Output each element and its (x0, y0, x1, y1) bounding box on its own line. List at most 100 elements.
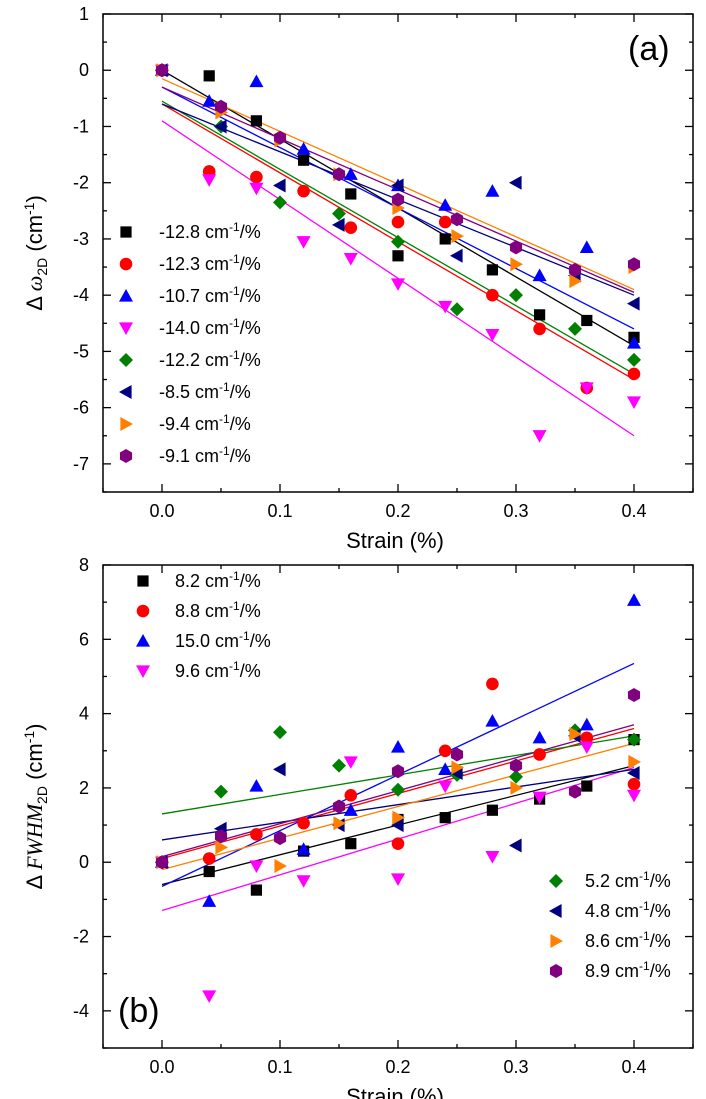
data-point (391, 278, 405, 291)
legend-marker (119, 257, 133, 271)
data-point (438, 198, 453, 211)
data-point (532, 730, 547, 744)
data-point (296, 141, 311, 155)
legend-bottom: 5.2 cm-1/% 4.8 cm-1/% 8.6 cm-1/% 8.9 cm-1/% (549, 869, 671, 981)
data-point (568, 321, 582, 336)
data-point (486, 264, 498, 276)
data-point (532, 430, 547, 443)
data-point (627, 396, 641, 410)
x-tick-label: 0.4 (621, 1057, 646, 1077)
legend-marker (119, 449, 133, 463)
data-point (273, 178, 286, 193)
legend-label: -9.4 cm-1/% (159, 412, 251, 434)
x-tick-label: 0.2 (385, 501, 410, 521)
data-point (532, 791, 547, 805)
data-point (297, 816, 310, 830)
data-point (391, 873, 405, 886)
series-3-points (155, 593, 641, 907)
series-1-points (156, 64, 640, 343)
x-tick-label: 0.1 (267, 1057, 292, 1077)
panel-label: (a) (628, 30, 670, 68)
x-tick-label: 0.0 (149, 501, 174, 521)
y-tick-label: -3 (73, 229, 89, 249)
data-point (214, 99, 228, 114)
y-tick-label: 6 (79, 629, 89, 649)
data-point (273, 831, 287, 846)
x-tick-label: 0.3 (503, 1057, 528, 1077)
data-point (450, 248, 463, 263)
legend-marker (136, 604, 150, 618)
data-point (391, 818, 404, 833)
data-point (155, 63, 169, 78)
data-point (627, 367, 641, 381)
data-point (203, 865, 215, 878)
legend-label: 8.9 cm-1/% (585, 959, 671, 981)
data-point (579, 382, 594, 395)
data-point (273, 130, 287, 145)
data-point (569, 274, 582, 289)
series-8-points (155, 688, 641, 870)
data-point (509, 838, 522, 853)
x-tick-label: 0.4 (621, 501, 646, 521)
data-point (450, 302, 464, 317)
legend-marker (136, 665, 150, 678)
y-tick-label: -4 (73, 1001, 89, 1021)
y-axis-title: Δ FWHM2D (cm-1) (21, 723, 50, 889)
data-point (450, 212, 464, 227)
data-point (509, 758, 523, 773)
data-point (439, 812, 451, 824)
data-point (391, 215, 405, 229)
legend-marker (119, 353, 133, 367)
x-tick-label: 0.2 (385, 1057, 410, 1077)
data-point (627, 688, 641, 703)
data-point (274, 858, 287, 873)
data-point (485, 184, 500, 197)
data-point (333, 816, 346, 831)
data-point (215, 840, 228, 855)
data-point (485, 714, 500, 727)
data-point (627, 257, 641, 272)
data-point (510, 257, 523, 272)
data-point (568, 784, 582, 799)
data-point (332, 758, 346, 773)
data-point (296, 842, 311, 855)
data-point (627, 766, 640, 781)
legend-label: -14.0 cm-1/% (159, 316, 261, 338)
data-point (628, 754, 641, 769)
data-point (343, 253, 358, 266)
x-axis-title: Strain (%) (346, 528, 444, 553)
legend-label: -10.7 cm-1/% (159, 284, 261, 306)
chart-panel-b: 0.0 0.1 0.2 0.3 0.4 -4 -2 0 2 4 6 8 Strain (%) Δ FWHM… (21, 555, 694, 1099)
data-point (627, 777, 641, 791)
data-point (627, 593, 641, 606)
legend-label: -8.5 cm-1/% (159, 380, 251, 402)
data-point (391, 740, 405, 753)
data-point (485, 851, 500, 864)
y-tick-label: 0 (79, 60, 89, 80)
data-point (450, 747, 464, 762)
legend-label: 8.2 cm-1/% (175, 569, 261, 591)
data-point (580, 731, 594, 745)
data-point (451, 760, 464, 775)
legend-marker (119, 385, 132, 399)
data-point (155, 855, 169, 870)
legend-label: 9.6 cm-1/% (175, 659, 261, 681)
y-axis-title: Δ ω2D (cm-1) (21, 195, 50, 311)
legend-marker (549, 874, 563, 888)
data-point (345, 838, 357, 850)
legend-label: 8.6 cm-1/% (585, 929, 671, 951)
y-tick-label: 0 (79, 852, 89, 872)
y-tick-label: 2 (79, 778, 89, 798)
data-point (250, 828, 263, 841)
data-point (627, 789, 641, 803)
y-tick-label: 4 (79, 704, 89, 724)
data-point (532, 268, 547, 282)
data-point (343, 167, 358, 180)
data-point (581, 314, 593, 327)
data-point (579, 741, 594, 755)
data-point (438, 780, 453, 794)
legend-marker (549, 964, 563, 978)
data-point (214, 784, 228, 799)
data-point (485, 328, 500, 342)
